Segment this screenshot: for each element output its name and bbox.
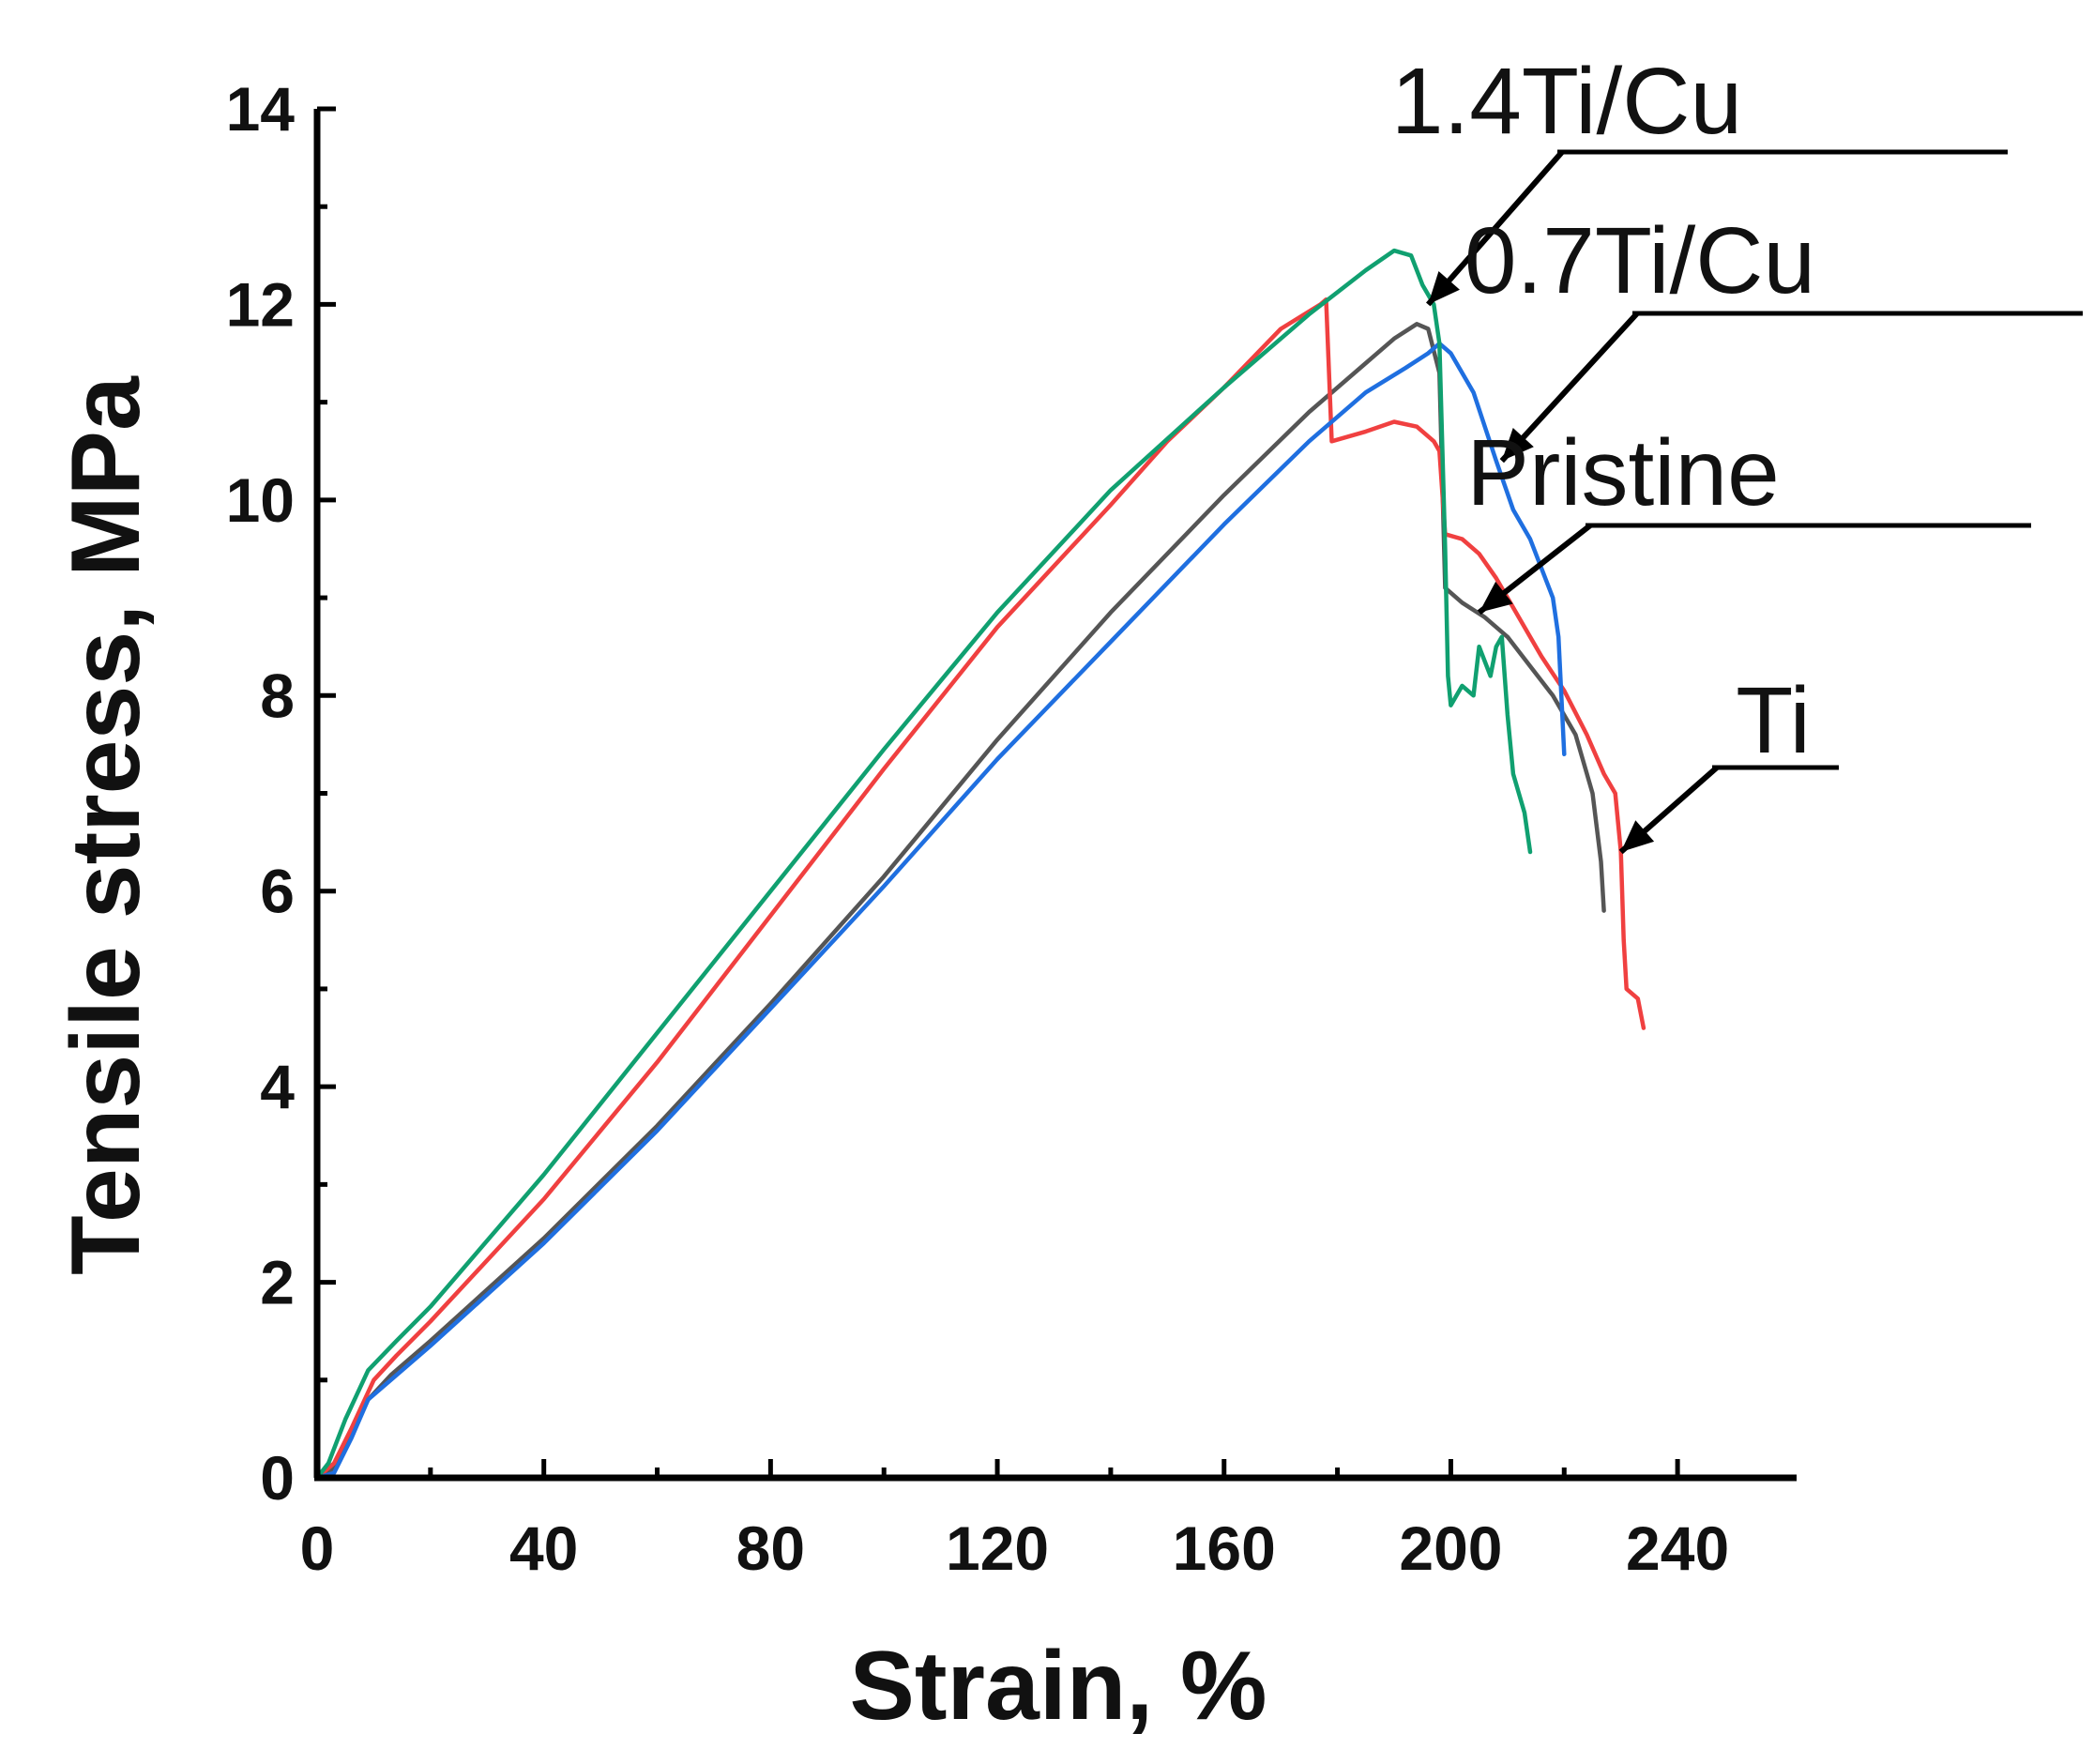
y-tick-label: 0 xyxy=(260,1443,295,1513)
y-tick-label: 8 xyxy=(260,661,295,730)
annotation-arrow-0-7ti-cu xyxy=(1499,311,1640,464)
x-tick-label: 240 xyxy=(1626,1513,1729,1583)
x-axis-title: Strain, % xyxy=(850,1632,1267,1741)
series-line-pristine xyxy=(314,322,1606,1481)
x-tick-label: 40 xyxy=(509,1513,578,1583)
annotation-label-1-4ti-cu: 1.4Ti/Cu xyxy=(1391,49,1742,154)
annotation-arrowhead-1-4ti-cu xyxy=(1428,270,1460,305)
x-tick-label: 80 xyxy=(736,1513,805,1583)
y-tick-label: 14 xyxy=(226,74,296,144)
series-line-ti xyxy=(314,297,1646,1481)
annotation-arrowhead-ti xyxy=(1620,820,1655,853)
x-tick-label: 0 xyxy=(300,1513,335,1583)
y-tick-label: 10 xyxy=(226,465,295,535)
annotation-label-0-7ti-cu: 0.7Ti/Cu xyxy=(1464,208,1815,313)
y-tick-label: 12 xyxy=(226,269,295,339)
annotation-layer: 1.4Ti/Cu 0.7Ti/Cu Pristine Ti xyxy=(1391,49,2083,855)
x-tick-label: 120 xyxy=(946,1513,1049,1583)
ticks-layer: 0 40 80 120 160 200 240 0 2 4 6 8 10 12 14 xyxy=(226,74,1730,1583)
y-axis-title: Tensile stress, MPa xyxy=(52,375,160,1275)
axes-layer xyxy=(313,109,1797,1482)
annotation-arrowhead-0-7ti-cu xyxy=(1501,427,1534,462)
annotation-label-ti: Ti xyxy=(1736,668,1811,773)
x-tick-label: 200 xyxy=(1399,1513,1502,1583)
annotation-arrow-1-4ti-cu xyxy=(1426,150,1565,307)
series-line-0-7ti-cu xyxy=(314,341,1567,1481)
annotation-label-pristine: Pristine xyxy=(1466,420,1779,525)
y-tick-label: 4 xyxy=(260,1052,295,1121)
y-tick-label: 6 xyxy=(260,857,295,926)
annotation-arrowhead-pristine xyxy=(1479,581,1513,613)
x-tick-label: 160 xyxy=(1173,1513,1276,1583)
y-tick-label: 2 xyxy=(260,1248,295,1317)
series-layer xyxy=(314,248,1646,1481)
series-line-1-4ti-cu xyxy=(314,248,1533,1481)
